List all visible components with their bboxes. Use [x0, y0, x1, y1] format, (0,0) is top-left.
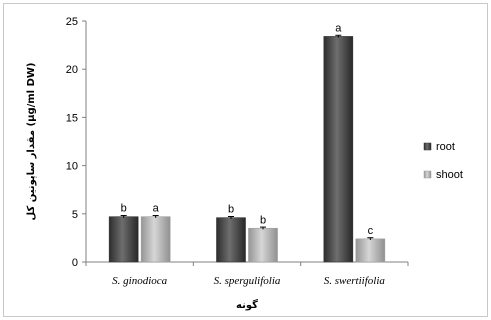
bar-shoot [140, 216, 171, 263]
bar-shoot [248, 227, 278, 263]
bar-root [323, 36, 354, 263]
y-tick-label: 15 [66, 112, 78, 124]
significance-label: b [121, 203, 127, 215]
category-label: S. ginodioca [112, 275, 167, 287]
bar-shoot [355, 238, 386, 263]
y-axis-title: مقدار ساپونین کل (μg/ml DW) [26, 63, 37, 221]
category-label: S. spergulifolia [214, 275, 281, 287]
bar-root [216, 217, 246, 263]
y-tick-label: 0 [72, 257, 78, 269]
legend-swatch-root [423, 142, 432, 151]
significance-label: c [368, 225, 374, 237]
legend-swatch-shoot [423, 170, 432, 179]
x-axis-title: گونه [236, 298, 258, 311]
chart-frame [3, 3, 488, 317]
y-tick-label: 20 [66, 64, 78, 76]
y-tick-label: 25 [66, 16, 78, 28]
significance-label: b [260, 214, 266, 226]
bar-root [108, 216, 139, 263]
legend-label-root: root [436, 141, 455, 153]
significance-label: b [228, 204, 234, 216]
category-label: S. swertiifolia [324, 275, 386, 287]
y-tick-label: 10 [66, 161, 78, 173]
significance-label: a [153, 203, 160, 215]
y-tick-label: 5 [72, 209, 78, 221]
significance-label: a [335, 22, 342, 34]
legend-label-shoot: shoot [436, 169, 463, 181]
